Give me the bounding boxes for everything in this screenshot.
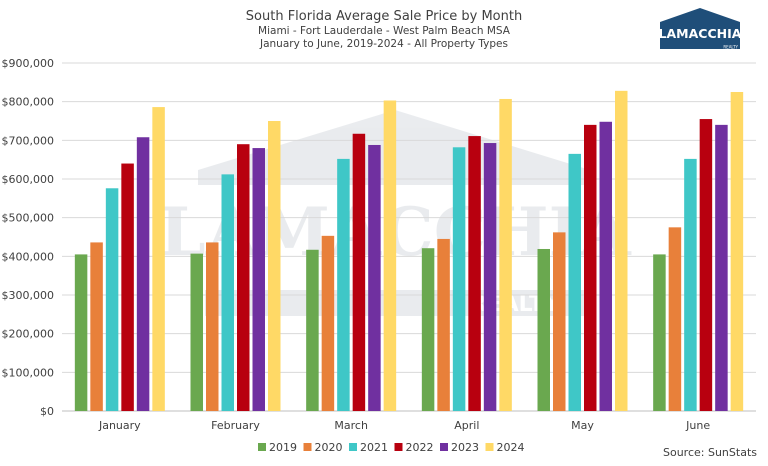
bar-april-2024: [499, 98, 512, 412]
y-tick-label: $900,000: [2, 57, 55, 70]
bar-march-2019: [306, 249, 319, 411]
y-tick-label: $0: [40, 405, 54, 418]
y-tick-label: $700,000: [2, 134, 55, 147]
bar-february-2021: [221, 174, 234, 411]
chart-subtitle-1: Miami - Fort Lauderdale - West Palm Beac…: [258, 25, 511, 37]
legend-label-2020: 2020: [315, 441, 343, 454]
x-tick-label: January: [98, 419, 141, 432]
y-tick-label: $200,000: [2, 328, 55, 341]
legend-label-2021: 2021: [360, 441, 388, 454]
y-tick-label: $300,000: [2, 289, 55, 302]
chart-subtitle-2: January to June, 2019-2024 - All Propert…: [259, 38, 508, 50]
x-tick-label: February: [211, 419, 260, 432]
bar-february-2024: [268, 121, 281, 411]
logo-roof: [660, 8, 740, 22]
x-tick-label: May: [571, 419, 594, 432]
gridlines: [62, 62, 756, 412]
legend-label-2019: 2019: [269, 441, 297, 454]
bar-may-2022: [584, 124, 597, 411]
bar-may-2023: [599, 121, 612, 412]
legend-label-2023: 2023: [451, 441, 479, 454]
bar-february-2023: [252, 148, 265, 412]
source-note: Source: SunStats: [663, 446, 757, 459]
bar-may-2021: [568, 153, 581, 411]
legend-swatch-2021: [349, 443, 357, 451]
logo-box: [660, 22, 740, 44]
logo-name: LAMACCHIA: [659, 26, 742, 41]
legend-swatch-2019: [258, 443, 266, 451]
bar-may-2019: [537, 248, 550, 411]
bar-june-2021: [684, 158, 697, 411]
legend-label-2024: 2024: [497, 441, 525, 454]
bar-march-2023: [368, 144, 381, 411]
bars: [74, 90, 744, 412]
bar-february-2022: [237, 144, 250, 411]
bar-june-2022: [699, 119, 713, 412]
bar-june-2020: [668, 227, 682, 411]
bar-april-2019: [421, 248, 435, 411]
legend: 2019 2020 2021 2022 2023 2024: [258, 441, 525, 454]
bar-february-2019: [190, 253, 203, 411]
y-tick-label: $500,000: [2, 212, 55, 225]
bar-january-2024: [152, 107, 165, 411]
y-tick-label: $100,000: [2, 366, 55, 379]
y-tick-label: $800,000: [2, 96, 55, 109]
bar-april-2021: [452, 147, 466, 411]
bar-march-2020: [321, 235, 335, 411]
bar-march-2022: [352, 133, 366, 411]
legend-swatch-2020: [303, 443, 312, 451]
x-tick-label: April: [454, 419, 479, 432]
bar-march-2024: [383, 100, 397, 412]
bar-june-2019: [653, 254, 666, 411]
x-tick-label: June: [685, 419, 710, 432]
logo-tagline-band: [660, 44, 740, 49]
bar-january-2022: [121, 163, 134, 411]
bar-june-2023: [715, 124, 728, 411]
bar-january-2020: [90, 242, 103, 411]
legend-swatch-2024: [485, 443, 494, 451]
chart-title: South Florida Average Sale Price by Mont…: [246, 9, 522, 24]
bar-april-2020: [437, 238, 450, 411]
bar-may-2020: [553, 232, 566, 411]
legend-swatch-2023: [440, 443, 448, 451]
bar-january-2021: [105, 188, 119, 411]
brand-logo: LAMACCHIA REALTY: [659, 8, 742, 50]
y-tick-label: $400,000: [2, 250, 55, 263]
x-tick-label: March: [334, 419, 368, 432]
bar-january-2019: [74, 254, 88, 411]
bar-april-2023: [483, 143, 497, 412]
y-axis: $0 $100,000 $200,000 $300,000 $400,000 $500,0…: [2, 57, 55, 418]
legend-label-2022: 2022: [406, 441, 434, 454]
bar-may-2024: [615, 90, 628, 411]
bar-june-2024: [730, 92, 744, 411]
logo-tagline: REALTY: [723, 45, 738, 50]
y-tick-label: $600,000: [2, 173, 55, 186]
bar-january-2023: [136, 137, 150, 412]
legend-swatch-2022: [394, 443, 403, 451]
bar-march-2021: [337, 158, 350, 411]
x-axis: January February March April May June: [98, 419, 710, 432]
bar-february-2020: [206, 242, 219, 411]
bar-april-2022: [468, 136, 481, 411]
